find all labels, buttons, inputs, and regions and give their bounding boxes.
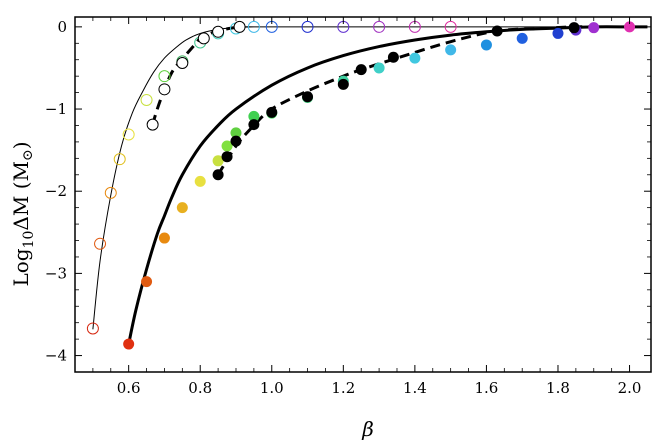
data-point-filled-black — [221, 151, 233, 163]
data-point-filled-black — [387, 51, 399, 63]
x-tick-label: 1.2 — [331, 379, 355, 397]
data-point-open-black — [197, 32, 210, 45]
y-axis-label-close: ) — [9, 141, 33, 149]
x-tick-label: 0.6 — [117, 379, 141, 397]
x-tick-label: 2.0 — [618, 379, 642, 397]
data-point-filled-black — [248, 119, 260, 131]
y-tick-label: −2 — [45, 182, 67, 200]
data-point-filled-black — [212, 169, 224, 181]
data-point-filled — [141, 276, 153, 288]
data-point-filled — [230, 127, 242, 139]
y-axis-label: Log10ΔM (M⊙) — [9, 141, 37, 286]
axis-ticks — [75, 17, 651, 373]
data-point-filled — [373, 62, 385, 74]
y-tick-label: −1 — [45, 100, 67, 118]
data-point-open — [373, 20, 386, 33]
series-line-thin — [92, 26, 648, 330]
data-point-filled — [248, 110, 260, 122]
plot-frame — [74, 16, 652, 373]
data-point-filled — [194, 175, 206, 187]
data-point-filled — [158, 232, 170, 244]
x-axis-label: β — [361, 417, 374, 441]
x-tick-label: 1.4 — [403, 379, 427, 397]
x-tick-label: 1.0 — [260, 379, 284, 397]
y-tick-label: 0 — [57, 18, 67, 36]
x-tick-label: 0.8 — [188, 379, 212, 397]
data-point-open — [140, 93, 153, 106]
series-line-dashed — [216, 25, 594, 176]
data-point-filled — [123, 338, 135, 350]
y-tick-label: −3 — [45, 264, 67, 282]
data-point-filled-black — [337, 78, 349, 90]
data-point-open-black — [212, 25, 225, 38]
data-point-filled-black — [266, 106, 278, 118]
data-point-open-black — [146, 118, 159, 131]
x-tick-label: 1.6 — [474, 379, 498, 397]
x-tick-label: 1.8 — [546, 379, 570, 397]
data-point-open — [158, 70, 171, 83]
y-axis-label-rest: ΔM (M — [9, 161, 33, 231]
data-point-filled — [516, 32, 528, 44]
y-axis-label-sun: ⊙ — [20, 149, 36, 161]
plot-area — [86, 20, 648, 350]
data-point-filled-black — [355, 64, 367, 76]
series-line-thick — [127, 25, 648, 345]
data-point-open — [86, 322, 99, 335]
data-point-filled — [445, 44, 457, 56]
y-axis-label-sub: 10 — [21, 231, 37, 249]
data-point-open-black — [233, 20, 246, 33]
data-point-open — [247, 20, 260, 33]
y-tick-label: −4 — [45, 347, 67, 365]
data-point-filled-black — [302, 91, 314, 103]
data-point-open — [122, 128, 135, 141]
data-point-filled — [588, 22, 600, 34]
data-point-filled — [176, 202, 188, 214]
data-point-open-black — [158, 83, 171, 96]
tick-labels: 0.6 0.8 1.0 1.2 1.4 1.6 1.8 2.0 0 −1 −2 −3 −4 — [45, 18, 642, 397]
data-point-open-black — [176, 57, 189, 70]
data-point-filled-black — [568, 22, 580, 34]
data-point-filled — [409, 52, 421, 64]
series-line-dashed — [151, 25, 240, 126]
data-point-open — [94, 237, 107, 250]
data-point-filled — [212, 155, 224, 167]
data-point-open — [301, 20, 314, 33]
data-point-filled-black — [230, 135, 242, 147]
y-axis-label-log: Log — [9, 248, 33, 286]
data-point-filled — [624, 21, 636, 33]
data-point-open — [444, 20, 457, 33]
data-point-filled — [552, 27, 564, 39]
data-point-filled — [480, 39, 492, 51]
data-point-open — [113, 153, 126, 166]
data-point-filled — [221, 140, 233, 152]
data-point-filled-black — [491, 25, 503, 37]
data-point-open — [104, 186, 117, 199]
